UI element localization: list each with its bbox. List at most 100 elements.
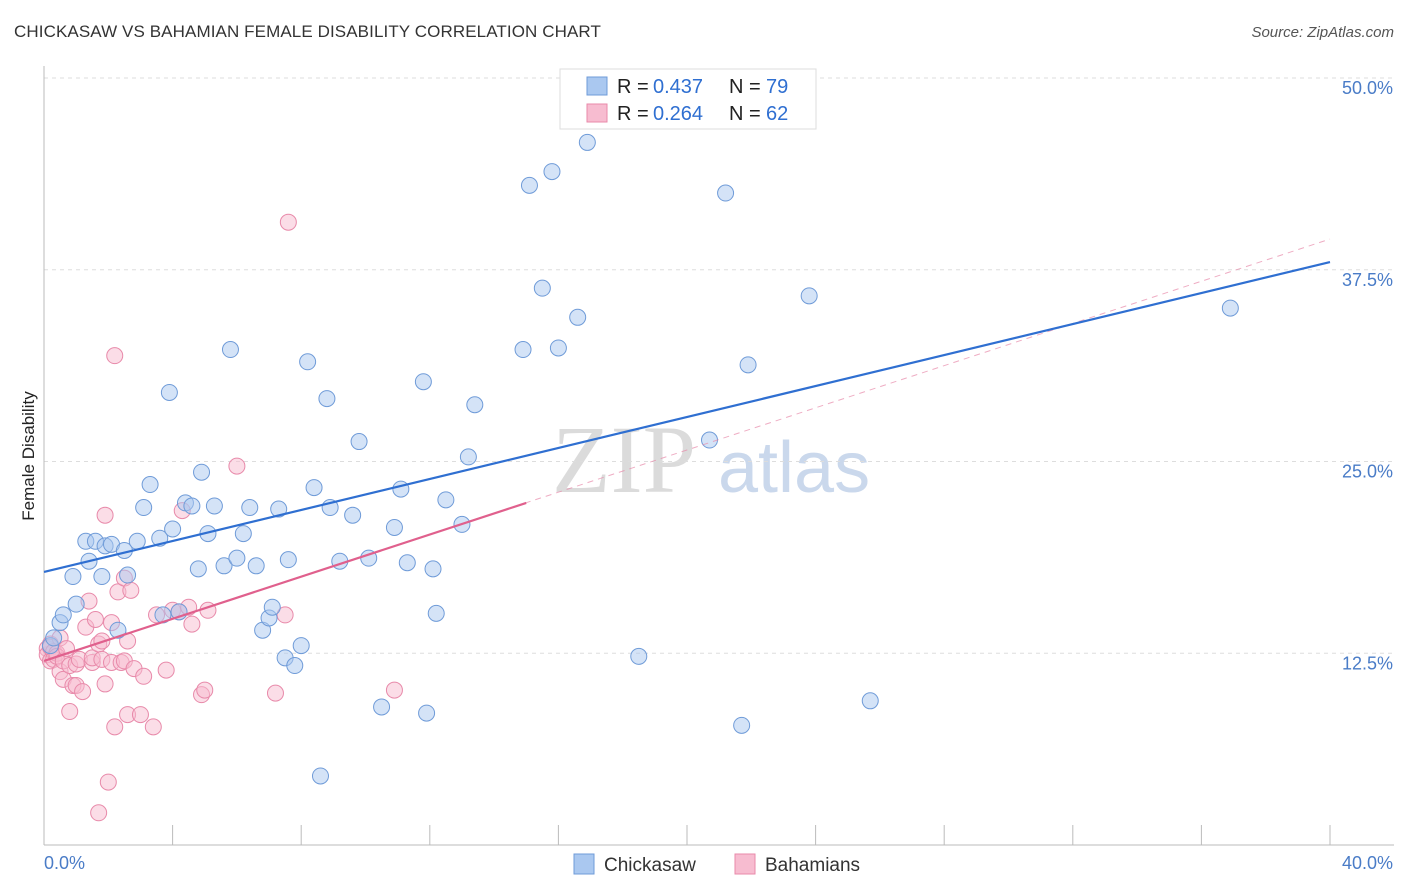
chickasaw-point bbox=[54, 606, 72, 624]
chickasaw-point bbox=[701, 431, 719, 449]
chickasaw-point bbox=[466, 396, 484, 414]
chickasaw-point bbox=[160, 383, 178, 401]
chickasaw-point bbox=[861, 692, 879, 710]
chickasaw-point bbox=[350, 433, 368, 451]
chickasaw-point bbox=[141, 476, 159, 494]
chickasaw-point bbox=[247, 557, 265, 575]
chickasaw-point bbox=[135, 499, 153, 517]
bahamians-point bbox=[96, 675, 114, 693]
chickasaw-point bbox=[800, 287, 818, 305]
bahamians-point bbox=[99, 773, 117, 791]
chickasaw-point bbox=[193, 463, 211, 481]
chickasaw-point bbox=[221, 341, 239, 359]
chickasaw-point bbox=[164, 520, 182, 538]
bahamians-point bbox=[196, 681, 214, 699]
source-label: Source: ZipAtlas.com bbox=[1251, 24, 1394, 41]
series-legend-swatch-chickasaw bbox=[573, 853, 595, 875]
y-tick-label: 12.5% bbox=[1342, 653, 1393, 673]
chickasaw-point bbox=[437, 491, 455, 509]
chickasaw-point bbox=[717, 184, 735, 202]
chart-title: CHICKASAW VS BAHAMIAN FEMALE DISABILITY … bbox=[14, 22, 601, 41]
chickasaw-point bbox=[385, 518, 403, 536]
chickasaw-point bbox=[205, 497, 223, 515]
x-tick-label: 0.0% bbox=[44, 853, 85, 873]
legend-n-label-chickasaw: N = bbox=[729, 76, 761, 98]
grid-lines bbox=[44, 77, 1394, 654]
chickasaw-point bbox=[119, 566, 137, 584]
series-legend-label-bahamians: Bahamians bbox=[765, 855, 860, 876]
bahamians-point bbox=[106, 347, 124, 365]
series-legend: Chickasaw Bahamians bbox=[573, 853, 860, 876]
legend-swatch-bahamians bbox=[586, 103, 608, 123]
bahamians-point bbox=[131, 706, 149, 724]
bahamians-point bbox=[144, 718, 162, 736]
bahamians-point bbox=[74, 683, 92, 701]
bahamians-point bbox=[228, 457, 246, 475]
legend-n-label-bahamians: N = bbox=[729, 103, 761, 125]
chickasaw-point bbox=[739, 356, 757, 374]
bahamians-point bbox=[86, 611, 104, 629]
chickasaw-point bbox=[733, 716, 751, 734]
watermark-atlas: atlas bbox=[718, 428, 870, 508]
chickasaw-point bbox=[292, 637, 310, 655]
chickasaw-point bbox=[67, 595, 85, 613]
chickasaw-point bbox=[234, 525, 252, 543]
chickasaw-point bbox=[286, 657, 304, 675]
legend-r-value-chickasaw: 0.437 bbox=[653, 76, 703, 98]
chickasaw-point bbox=[344, 506, 362, 524]
chickasaw-trend-line bbox=[43, 261, 1331, 574]
chickasaw-point bbox=[520, 176, 538, 194]
y-tick-label: 37.5% bbox=[1342, 270, 1393, 290]
bahamians-point bbox=[135, 667, 153, 685]
chickasaw-point bbox=[279, 551, 297, 569]
bahamians-point bbox=[266, 684, 284, 702]
stats-legend: R = 0.437 N = 79 R = 0.264 N = 62 bbox=[559, 68, 817, 130]
series-legend-label-chickasaw: Chickasaw bbox=[604, 855, 696, 876]
chickasaw-point bbox=[263, 598, 281, 616]
bahamians-point bbox=[276, 606, 294, 624]
bahamians-point bbox=[183, 615, 201, 633]
bahamians-point bbox=[279, 213, 297, 231]
x-tick-labels: 0.0% 40.0% bbox=[44, 853, 1393, 873]
chickasaw-point bbox=[514, 341, 532, 359]
y-tick-label: 50.0% bbox=[1342, 78, 1393, 98]
legend-n-value-bahamians: 62 bbox=[766, 103, 788, 125]
chickasaw-point bbox=[183, 497, 201, 515]
legend-r-label-chickasaw: R = bbox=[617, 76, 649, 98]
legend-swatch-chickasaw bbox=[586, 76, 608, 96]
chickasaw-point bbox=[64, 568, 82, 586]
bahamians-point bbox=[106, 718, 124, 736]
legend-r-value-bahamians: 0.264 bbox=[653, 103, 703, 125]
chickasaw-point bbox=[93, 568, 111, 586]
chickasaw-point bbox=[128, 532, 146, 550]
legend-n-value-chickasaw: 79 bbox=[766, 76, 788, 98]
y-tick-labels: 12.5% 25.0% 37.5% 50.0% bbox=[1342, 78, 1393, 673]
chickasaw-point bbox=[578, 133, 596, 151]
x-tick-label: 40.0% bbox=[1342, 853, 1393, 873]
trend-lines bbox=[43, 238, 1331, 662]
chickasaw-point bbox=[299, 353, 317, 371]
chickasaw-point bbox=[305, 479, 323, 497]
y-tick-label: 25.0% bbox=[1342, 462, 1393, 482]
chickasaw-point bbox=[241, 499, 259, 517]
bahamians-point bbox=[90, 804, 108, 822]
legend-r-label-bahamians: R = bbox=[617, 103, 649, 125]
chickasaw-point bbox=[45, 629, 63, 647]
chickasaw-point bbox=[549, 339, 567, 357]
chickasaw-point bbox=[1221, 299, 1239, 317]
chickasaw-points bbox=[41, 133, 1239, 785]
chickasaw-point bbox=[533, 279, 551, 297]
bahamians-point bbox=[122, 581, 140, 599]
chickasaw-point bbox=[569, 308, 587, 326]
chickasaw-point bbox=[228, 549, 246, 567]
chickasaw-point bbox=[215, 557, 233, 575]
bahamians-point bbox=[385, 681, 403, 699]
bahamians-point bbox=[96, 506, 114, 524]
bahamians-point bbox=[61, 703, 79, 721]
chickasaw-point bbox=[311, 767, 329, 785]
bahamians-point bbox=[157, 661, 175, 679]
watermark-zip: ZIP bbox=[552, 406, 696, 513]
chickasaw-point bbox=[418, 704, 436, 722]
chickasaw-point bbox=[414, 373, 432, 391]
